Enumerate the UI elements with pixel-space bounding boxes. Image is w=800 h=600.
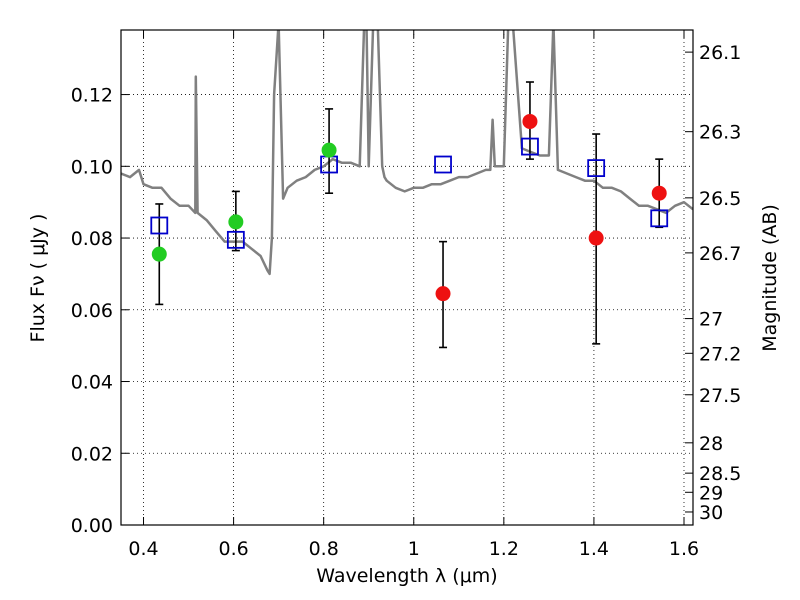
grid-lines bbox=[121, 30, 693, 525]
red-data-point bbox=[651, 185, 667, 201]
y-tick-label: 0.12 bbox=[71, 85, 113, 107]
y-tick-label: 0.06 bbox=[71, 300, 113, 322]
x-tick-label: 0.4 bbox=[128, 538, 158, 560]
y2-axis-title: Magnitude (AB) bbox=[759, 204, 781, 352]
axis-ticks bbox=[121, 30, 693, 526]
y2-tick-label: 27.5 bbox=[699, 385, 741, 407]
template-line bbox=[121, 30, 693, 276]
x-tick-label: 1 bbox=[408, 538, 420, 560]
green-data-point bbox=[321, 142, 337, 158]
y2-tick-label: 26.1 bbox=[699, 42, 741, 64]
x-tick-label: 1.4 bbox=[579, 538, 609, 560]
x-tick-label: 0.8 bbox=[309, 538, 339, 560]
tick-labels: 0.4 0.6 0.8 1 1.2 1.4 1.6 0.00 0.02 0.04 0.06 0.08 0… bbox=[71, 42, 742, 560]
y2-tick-label: 26.5 bbox=[699, 188, 741, 210]
plot-frame bbox=[120, 29, 694, 526]
x-tick-label: 0.6 bbox=[218, 538, 248, 560]
y2-tick-label: 27.2 bbox=[699, 343, 741, 365]
y-axis-title: Flux Fν ( μJy ) bbox=[27, 214, 49, 343]
red-data-point bbox=[522, 113, 538, 129]
y-tick-label: 0.02 bbox=[71, 443, 113, 465]
y2-tick-label: 30 bbox=[699, 502, 723, 524]
model-square bbox=[521, 137, 539, 156]
observed-points bbox=[151, 113, 667, 302]
y2-tick-label: 26.7 bbox=[699, 243, 741, 265]
model-square bbox=[587, 159, 606, 177]
green-data-point bbox=[151, 246, 167, 262]
plot-background bbox=[121, 30, 693, 525]
template-spectrum bbox=[121, 30, 693, 276]
model-squares bbox=[150, 137, 669, 249]
y2-tick-label: 28 bbox=[699, 433, 723, 455]
y-tick-label: 0.10 bbox=[71, 156, 113, 178]
y2-tick-label: 27 bbox=[699, 309, 723, 331]
y-tick-label: 0.00 bbox=[71, 515, 113, 537]
x-tick-label: 1.2 bbox=[489, 538, 519, 560]
x-tick-label: 1.6 bbox=[669, 538, 699, 560]
y2-tick-label: 29 bbox=[699, 482, 723, 504]
x-axis-title: Wavelength λ (μm) bbox=[316, 565, 497, 587]
model-square bbox=[226, 230, 245, 249]
model-square bbox=[650, 209, 669, 228]
model-square bbox=[150, 216, 169, 235]
y2-tick-label: 26.3 bbox=[699, 122, 741, 144]
y-tick-label: 0.04 bbox=[71, 372, 113, 394]
model-square bbox=[434, 155, 452, 174]
green-data-point bbox=[228, 214, 244, 230]
red-data-point bbox=[435, 286, 451, 302]
y2-tick-label: 28.5 bbox=[699, 463, 741, 485]
red-data-point bbox=[588, 230, 604, 246]
y-tick-label: 0.08 bbox=[71, 228, 113, 250]
